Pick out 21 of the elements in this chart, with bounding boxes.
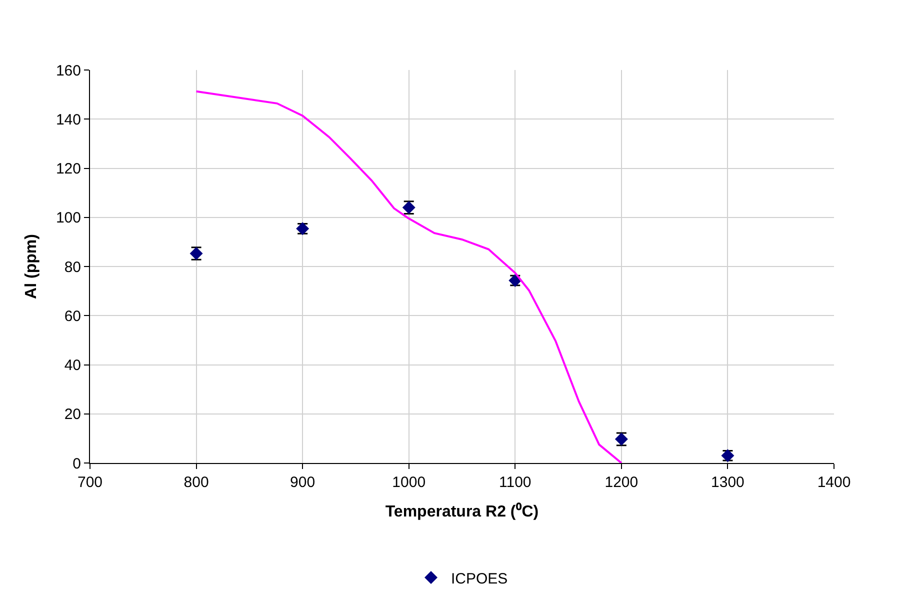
y-tick-label: 100 [56, 210, 81, 227]
y-tick-label: 60 [64, 308, 81, 325]
legend-label: ICPOES [451, 570, 508, 588]
x-tick-label: 900 [290, 474, 316, 491]
x-tick-label: 1200 [604, 474, 638, 491]
x-axis-title: Temperatura R2 (⁰C) [385, 502, 539, 521]
x-tick-label: 1300 [711, 474, 744, 491]
y-tick-label: 20 [64, 406, 81, 424]
x-tick-label: 700 [77, 474, 103, 491]
y-tick-label: 140 [56, 111, 81, 128]
x-tick-label: 1400 [817, 474, 851, 491]
x-tick-label: 1100 [499, 474, 532, 491]
x-tick-label: 1000 [392, 474, 426, 491]
line-series [195, 90, 622, 463]
x-tick-label: 800 [184, 474, 209, 491]
y-tick-label: 120 [56, 160, 81, 178]
y-tick-label: 0 [72, 455, 81, 472]
y-tick-label: 40 [64, 357, 81, 374]
y-tick-label: 80 [64, 258, 81, 276]
y-axis-title: Al (ppm) [22, 234, 40, 299]
y-tick-label: 160 [56, 62, 81, 80]
